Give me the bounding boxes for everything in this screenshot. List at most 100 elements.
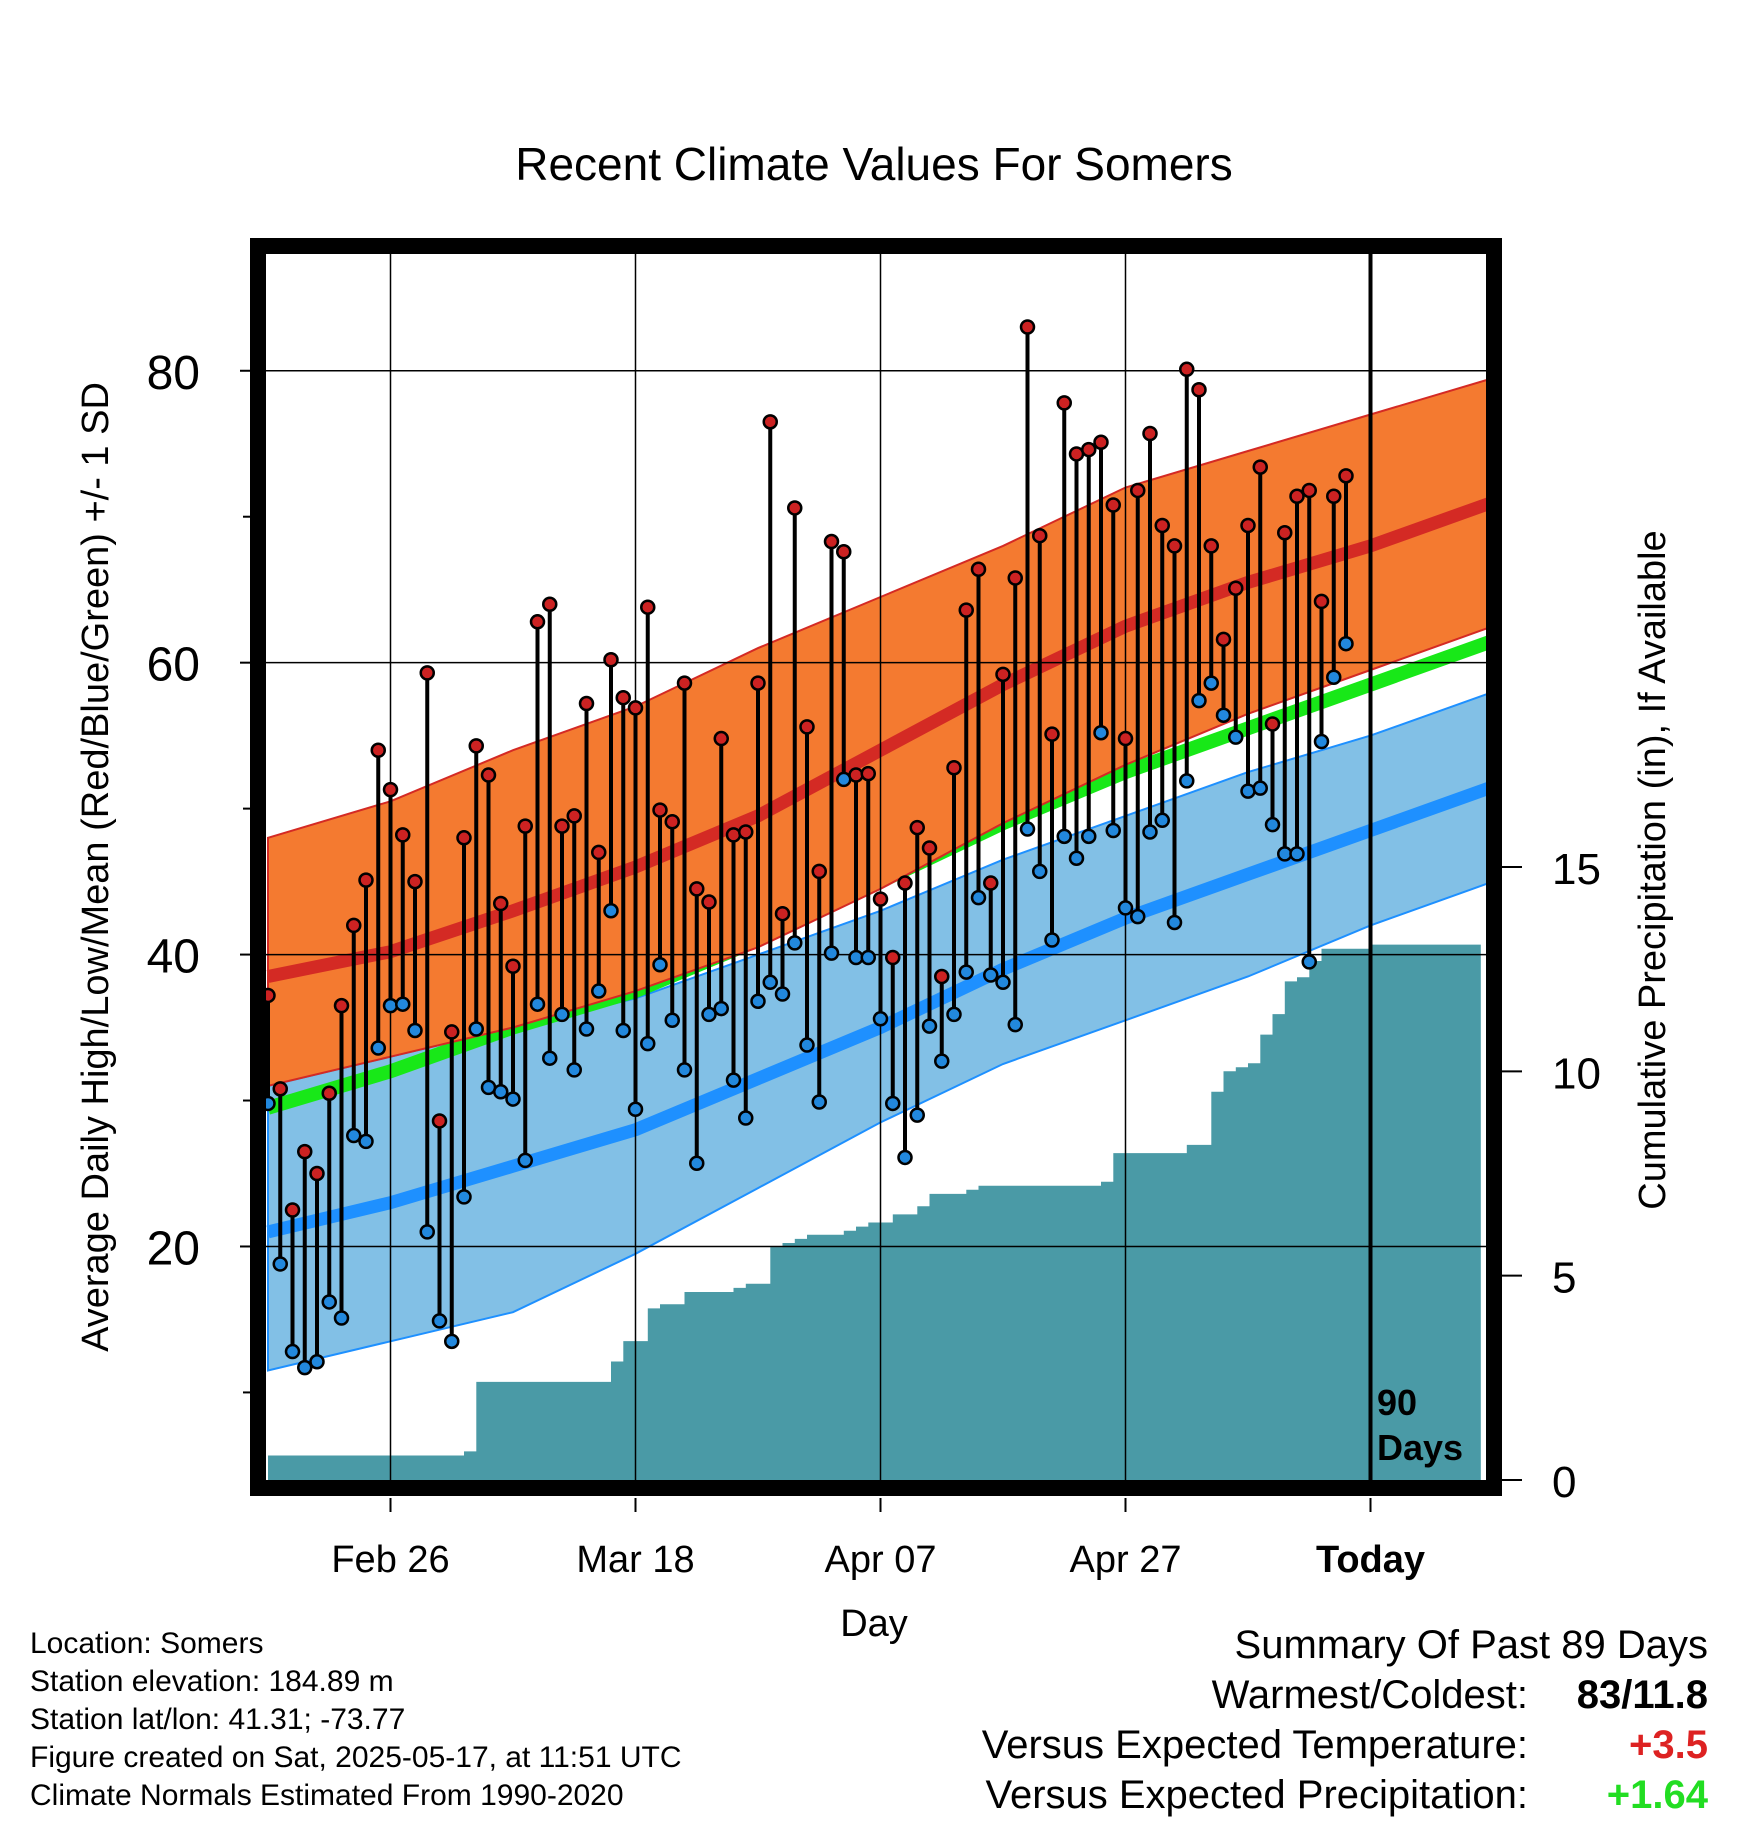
daily-high-point: [921, 840, 938, 856]
daily-high-point: [983, 875, 999, 891]
daily-high-point: [1179, 361, 1195, 378]
daily-low-point: [1191, 692, 1207, 709]
daily-high-point: [713, 730, 729, 747]
daily-high-point: [1215, 631, 1232, 648]
daily-high-point: [1032, 527, 1048, 544]
daily-low-point: [578, 1021, 595, 1037]
daily-low-point: [689, 1155, 705, 1172]
daily-low-point: [1252, 780, 1268, 796]
daily-low-point: [1326, 669, 1342, 686]
daily-low-point: [284, 1343, 301, 1360]
x-tick-label: Feb 26: [331, 1539, 449, 1581]
daily-high-point: [1056, 395, 1072, 411]
today-days-label-1: 90: [1377, 1382, 1417, 1423]
daily-high-point: [309, 1165, 325, 1182]
daily-low-point: [909, 1107, 925, 1123]
daily-high-point: [297, 1143, 313, 1160]
daily-low-point: [297, 1359, 313, 1376]
daily-low-point: [1166, 914, 1183, 931]
daily-low-point: [603, 903, 619, 919]
daily-low-point: [787, 935, 803, 951]
daily-low-point: [1142, 824, 1158, 840]
daily-high-point: [1154, 517, 1170, 534]
daily-low-point: [811, 1094, 827, 1110]
daily-high-point: [321, 1085, 337, 1101]
daily-high-point: [995, 666, 1011, 683]
daily-low-point: [407, 1022, 423, 1039]
daily-high-point: [1338, 468, 1354, 484]
daily-high-point: [762, 414, 778, 430]
daily-high-point: [1130, 482, 1146, 499]
daily-high-point: [493, 895, 509, 912]
daily-high-point: [1277, 525, 1293, 541]
y2-tick-label: 15: [1552, 845, 1601, 894]
daily-low-point: [762, 974, 778, 991]
location-text: Location: Somers: [30, 1627, 264, 1660]
warm-cold-value: 83/11.8: [1576, 1673, 1708, 1717]
daily-high-point: [738, 824, 754, 840]
daily-high-point: [1240, 517, 1256, 534]
daily-high-point: [1093, 434, 1109, 451]
precip-area: [268, 944, 1481, 1480]
daily-high-point: [603, 651, 619, 668]
daily-low-point: [382, 997, 399, 1014]
daily-low-point: [615, 1022, 631, 1039]
precip-value: +1.64: [1606, 1773, 1708, 1817]
daily-high-point: [823, 533, 840, 550]
daily-low-point: [1228, 729, 1244, 745]
daily-low-point: [1301, 954, 1317, 970]
daily-low-point: [333, 1310, 350, 1326]
daily-high-point: [542, 596, 558, 613]
daily-high-point: [370, 742, 386, 758]
temp-row: Versus Expected Temperature: +3.5: [982, 1720, 1708, 1770]
x-tick-label: Apr 07: [825, 1539, 937, 1581]
daily-low-point: [1032, 863, 1048, 880]
daily-high-point: [578, 695, 595, 712]
daily-high-point: [1289, 488, 1305, 505]
daily-low-point: [566, 1062, 582, 1078]
daily-low-point: [1130, 908, 1146, 925]
daily-low-point: [860, 949, 876, 966]
daily-low-point: [1215, 707, 1232, 723]
y2-axis-label: Cumulative Precipitation (in), If Availa…: [1632, 530, 1674, 1209]
daily-high-point: [1313, 593, 1330, 610]
daily-low-point: [799, 1037, 815, 1053]
summary-title: Summary Of Past 89 Days: [1234, 1623, 1708, 1667]
daily-high-point: [701, 894, 717, 910]
station-info: Location: Somers Station elevation: 184.…: [30, 1625, 682, 1815]
daily-high-point: [395, 827, 411, 843]
daily-high-point: [652, 802, 668, 818]
daily-low-point: [1068, 850, 1085, 866]
daily-low-point: [1117, 900, 1134, 916]
daily-low-point: [970, 889, 987, 906]
daily-low-point: [468, 1021, 484, 1037]
daily-high-point: [860, 765, 876, 782]
daily-high-point: [1252, 459, 1268, 475]
daily-low-point: [1289, 846, 1305, 862]
daily-high-point: [1326, 488, 1342, 505]
daily-high-point: [272, 1081, 288, 1097]
daily-high-point: [774, 905, 791, 922]
daily-low-point: [1081, 828, 1097, 845]
daily-high-point: [444, 1024, 460, 1040]
daily-low-point: [431, 1313, 448, 1329]
daily-high-point: [836, 543, 852, 560]
precip-row: Versus Expected Precipitation: +1.64: [982, 1770, 1708, 1820]
daily-high-point: [468, 738, 484, 754]
warm-cold-label: Warmest/Coldest:: [1211, 1673, 1528, 1717]
chart-title: Recent Climate Values For Somers: [515, 138, 1233, 190]
daily-low-point: [358, 1133, 374, 1150]
latlon-text: Station lat/lon: 41.31; -73.77: [30, 1703, 406, 1736]
daily-low-point: [419, 1224, 435, 1240]
daily-high-point: [909, 819, 925, 836]
daily-low-point: [872, 1011, 889, 1027]
daily-high-point: [872, 891, 889, 907]
daily-high-point: [456, 830, 472, 846]
daily-high-point: [1019, 319, 1036, 335]
daily-high-point: [664, 814, 680, 830]
daily-high-point: [897, 875, 913, 891]
elevation-text: Station elevation: 184.89 m: [30, 1665, 394, 1698]
daily-low-point: [627, 1101, 644, 1118]
temp-value: +3.5: [1629, 1723, 1708, 1767]
y-tick-label: 80: [147, 347, 200, 400]
